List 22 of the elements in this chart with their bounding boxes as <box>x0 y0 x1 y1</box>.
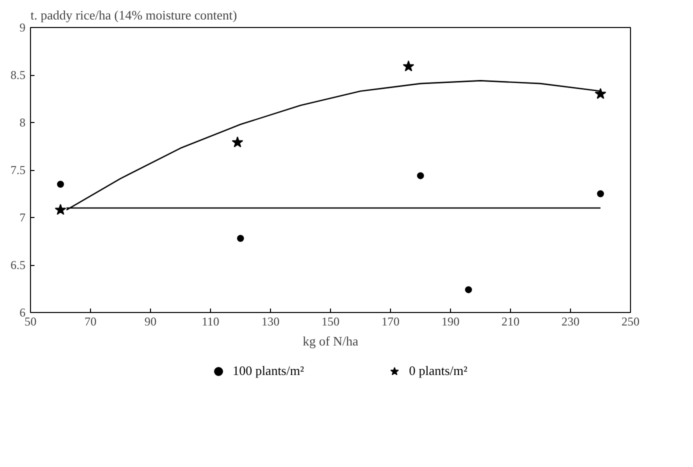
x-tick-label: 150 <box>322 314 340 328</box>
y-tick-label: 9 <box>20 20 26 34</box>
x-tick-label: 190 <box>442 314 460 328</box>
y-axis-title: t. paddy rice/ha (14% moisture content) <box>30 8 237 22</box>
x-tick-label: 210 <box>502 314 520 328</box>
x-tick-label: 90 <box>144 314 156 328</box>
y-tick-label: 7.5 <box>10 163 26 177</box>
y-tick-label: 6.5 <box>10 258 26 272</box>
y-tick-label: 8 <box>20 116 26 130</box>
y-tick-label: 7 <box>20 210 26 224</box>
y-tick-label: 6 <box>20 306 26 320</box>
legend-label: 0 plants/m² <box>409 363 468 379</box>
x-tick-label: 170 <box>382 314 400 328</box>
x-tick-label: 70 <box>84 314 96 328</box>
legend-label: 100 plants/m² <box>232 363 304 379</box>
x-tick-label: 250 <box>622 314 640 328</box>
x-tick-label: 230 <box>562 314 580 328</box>
x-tick-label: 110 <box>202 314 220 328</box>
x-axis-title: kg of N/ha <box>302 334 359 348</box>
y-tick-label: 8.5 <box>10 68 26 82</box>
x-tick-label: 130 <box>262 314 280 328</box>
x-tick-label: 50 <box>24 314 36 328</box>
